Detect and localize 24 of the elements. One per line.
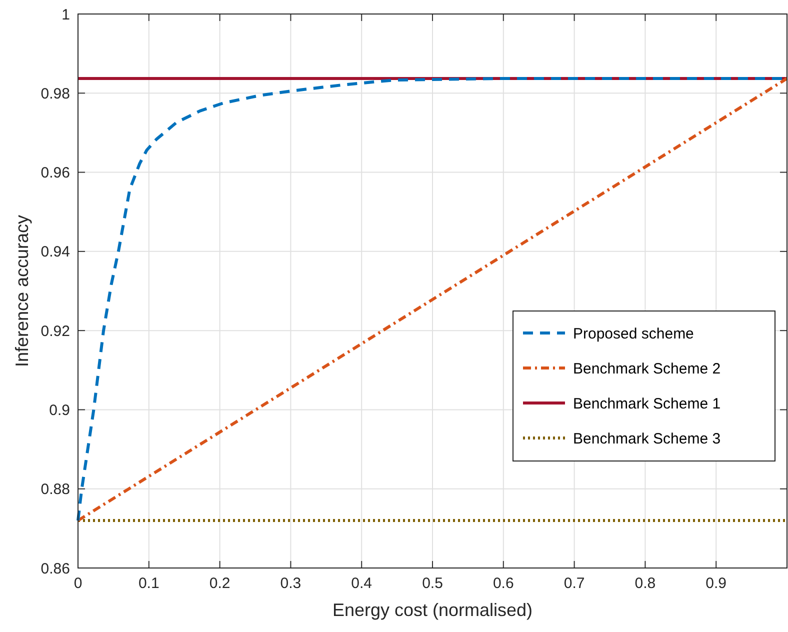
y-tick-label: 0.86: [40, 560, 70, 578]
x-tick-label: 0.7: [564, 575, 585, 592]
y-tick-label: 0.88: [40, 481, 70, 498]
x-axis-title: Energy cost (normalised): [332, 600, 533, 620]
x-tick-label: 0.8: [634, 575, 656, 592]
y-axis-title: Inference accuracy: [12, 214, 32, 368]
legend-label: Benchmark Scheme 3: [573, 430, 721, 448]
x-tick-label: 0.9: [706, 575, 727, 592]
legend-label: Proposed scheme: [573, 325, 694, 342]
y-tick-label: 0.98: [40, 85, 70, 102]
y-tick-label: 0.94: [40, 244, 70, 261]
x-tick-label: 0: [74, 575, 82, 592]
legend-label: Benchmark Scheme 2: [573, 360, 721, 378]
x-tick-label: 0.5: [422, 575, 443, 592]
y-tick-label: 0.92: [40, 322, 70, 340]
x-tick-label: 0.2: [209, 575, 230, 592]
y-tick-label: 1: [62, 6, 70, 24]
y-tick-label: 0.9: [49, 402, 70, 419]
x-tick-label: 0.3: [280, 575, 302, 592]
x-tick-label: 0.6: [492, 575, 514, 592]
x-tick-label: 0.1: [138, 575, 160, 592]
x-tick-label: 0.4: [351, 575, 372, 592]
legend-label: Benchmark Scheme 1: [573, 395, 721, 412]
y-tick-label: 0.96: [40, 164, 70, 182]
